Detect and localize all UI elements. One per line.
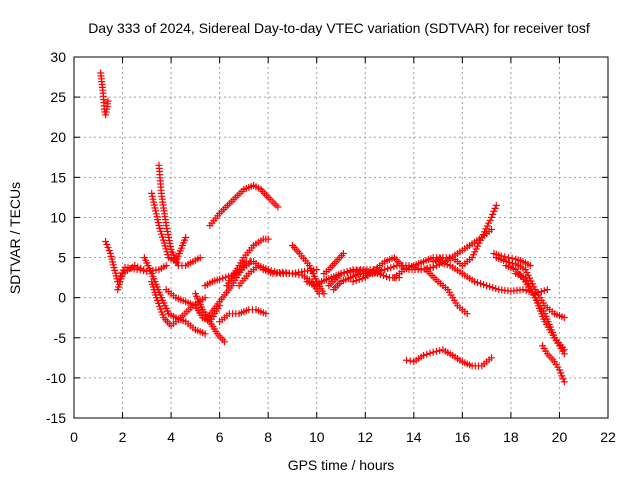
data-marks bbox=[155, 161, 204, 270]
data-marks bbox=[403, 346, 495, 370]
data-marks bbox=[429, 201, 500, 270]
series-arc-32 bbox=[539, 342, 568, 386]
y-tick-labels: -15 -10 -5 0 5 10 15 20 25 30 bbox=[46, 49, 66, 426]
series-arc-25 bbox=[429, 201, 500, 270]
data-marks bbox=[349, 254, 406, 286]
x-tick-label: 18 bbox=[503, 429, 519, 445]
x-tick-label: 4 bbox=[167, 429, 175, 445]
data-marks bbox=[289, 242, 328, 298]
data-marks bbox=[434, 258, 551, 298]
x-axis-label: GPS time / hours bbox=[288, 457, 395, 473]
series-arc-14 bbox=[223, 235, 272, 290]
chart-title: Day 333 of 2024, Sidereal Day-to-day VTE… bbox=[88, 20, 590, 36]
series-arc-13 bbox=[216, 306, 270, 326]
x-tick-label: 8 bbox=[264, 429, 272, 445]
series-arc-1 bbox=[97, 69, 112, 119]
y-axis-label: SDTVAR / TECUs bbox=[7, 182, 23, 294]
plot-frame bbox=[73, 56, 609, 419]
y-tick-label: 15 bbox=[50, 169, 66, 185]
data-marks bbox=[422, 266, 471, 318]
data-marks bbox=[140, 254, 209, 338]
series-arc-11 bbox=[206, 181, 282, 229]
data-marks bbox=[223, 235, 272, 290]
series-arc-31 bbox=[512, 270, 568, 358]
series-arc-26 bbox=[422, 266, 471, 318]
series-arc-21 bbox=[349, 254, 406, 286]
series-arc-6 bbox=[140, 254, 209, 338]
x-tick-label: 20 bbox=[552, 429, 568, 445]
y-tick-label: 25 bbox=[50, 89, 66, 105]
series-arc-5 bbox=[155, 161, 204, 270]
y-tick-label: 10 bbox=[50, 209, 66, 225]
y-tick-label: -10 bbox=[46, 370, 66, 386]
data-marks bbox=[492, 254, 568, 322]
data-marks bbox=[102, 238, 151, 286]
data-marks bbox=[539, 342, 568, 386]
y-tick-label: 20 bbox=[50, 129, 66, 145]
data-marks bbox=[405, 226, 495, 274]
x-tick-label: 16 bbox=[455, 429, 471, 445]
series-arc-23 bbox=[403, 346, 495, 370]
x-tick-label: 10 bbox=[309, 429, 325, 445]
series-arc-24 bbox=[405, 226, 495, 274]
data-series bbox=[97, 69, 568, 386]
x-tick-label: 2 bbox=[119, 429, 127, 445]
y-tick-label: 5 bbox=[58, 250, 66, 266]
data-marks bbox=[206, 181, 282, 229]
series-arc-15 bbox=[235, 262, 321, 290]
x-tick-label: 22 bbox=[600, 429, 616, 445]
series-arc-4 bbox=[148, 189, 190, 266]
data-marks bbox=[97, 69, 112, 119]
x-tick-label: 0 bbox=[70, 429, 78, 445]
data-marks bbox=[216, 306, 270, 326]
y-tick-label: -5 bbox=[54, 330, 67, 346]
series-arc-18 bbox=[320, 250, 347, 278]
series-arc-27 bbox=[434, 258, 551, 298]
data-marks bbox=[235, 262, 321, 290]
y-tick-label: 30 bbox=[50, 49, 66, 65]
grid-lines bbox=[74, 57, 608, 418]
data-marks bbox=[512, 270, 568, 358]
series-arc-29 bbox=[492, 254, 568, 322]
data-marks bbox=[148, 189, 190, 266]
y-tick-label: -15 bbox=[46, 410, 66, 426]
x-tick-label: 14 bbox=[406, 429, 422, 445]
series-arc-16 bbox=[289, 242, 328, 298]
axis-ticks bbox=[73, 56, 609, 419]
x-tick-label: 6 bbox=[216, 429, 224, 445]
data-marks bbox=[320, 250, 347, 278]
y-tick-label: 0 bbox=[58, 290, 66, 306]
x-tick-label: 12 bbox=[357, 429, 373, 445]
x-tick-labels: 0 2 4 6 8 10 12 14 16 18 20 22 bbox=[70, 429, 616, 445]
series-arc-2 bbox=[102, 238, 151, 286]
